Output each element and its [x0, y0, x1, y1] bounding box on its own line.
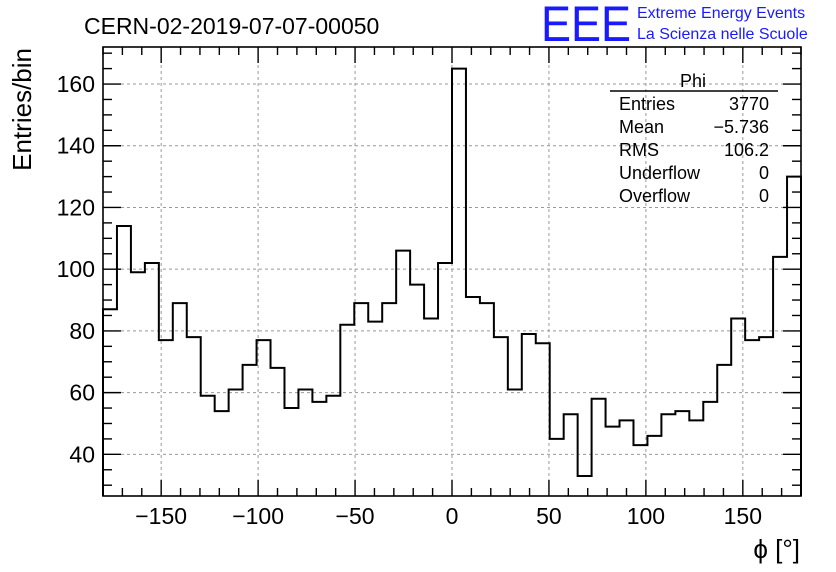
- y-axis-label: Entries/bin: [7, 48, 37, 171]
- logo-line-2: La Scienza nelle Scuole: [637, 26, 808, 43]
- axis-ticks: [102, 47, 802, 496]
- x-axis-label: ϕ [°]: [753, 534, 800, 564]
- stats-row-value: 106.2: [724, 140, 769, 160]
- eee-logo-text: EEE: [541, 0, 631, 52]
- x-tick-label: 150: [724, 503, 762, 529]
- stats-row-value: 0: [759, 163, 769, 183]
- chart-title: CERN-02-2019-07-07-00050: [84, 13, 379, 39]
- stats-row-value: 3770: [729, 94, 769, 114]
- stats-row-label: Entries: [619, 94, 675, 114]
- stats-row-label: Overflow: [619, 186, 691, 206]
- x-tick-label: −150: [135, 503, 187, 529]
- y-tick-label: 40: [69, 441, 95, 467]
- x-tick-label: −100: [232, 503, 284, 529]
- stats-rows: Entries 3770 Mean −5.736 RMS 106.2 Underflow 0 O…: [619, 94, 769, 206]
- eee-logo: EEE Extreme Energy Events La Scienza nel…: [541, 0, 808, 52]
- stats-row-label: RMS: [619, 140, 659, 160]
- stats-box: Phi Entries 3770 Mean −5.736 RMS 106.2 Underfl…: [610, 71, 778, 206]
- stats-row-label: Mean: [619, 117, 664, 137]
- stats-row-value: −5.736: [713, 117, 769, 137]
- y-tick-label: 160: [57, 71, 95, 97]
- y-tick-labels: 40 60 80 100 120 140 160: [57, 71, 95, 467]
- y-tick-label: 120: [57, 194, 95, 220]
- y-tick-label: 100: [57, 256, 95, 282]
- y-tick-label: 140: [57, 133, 95, 159]
- histogram-line: [102, 67, 802, 496]
- y-tick-label: 80: [69, 318, 95, 344]
- x-tick-labels: −150 −100 −50 0 50 100 150: [135, 503, 762, 529]
- x-tick-label: 0: [446, 503, 459, 529]
- logo-line-1: Extreme Energy Events: [637, 5, 805, 22]
- x-tick-label: 100: [627, 503, 665, 529]
- stats-row-label: Underflow: [619, 163, 701, 183]
- stats-row-value: 0: [759, 186, 769, 206]
- stats-name: Phi: [680, 71, 706, 91]
- x-tick-label: 50: [536, 503, 562, 529]
- y-tick-label: 60: [69, 380, 95, 406]
- x-tick-label: −50: [336, 503, 375, 529]
